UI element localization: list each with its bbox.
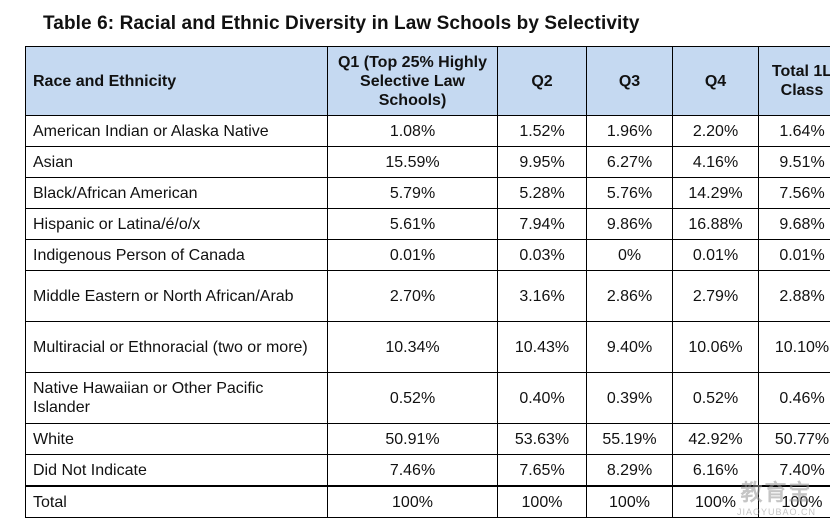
total-value: 100%	[327, 485, 498, 518]
row-value: 2.20%	[672, 115, 759, 147]
row-value: 7.46%	[327, 454, 498, 487]
header-q4: Q4	[672, 46, 759, 116]
row-label: Multiracial or Ethnoracial (two or more)	[25, 321, 328, 373]
table-row: American Indian or Alaska Native 1.08% 1.5…	[25, 115, 830, 147]
row-value: 0.39%	[586, 372, 673, 424]
row-value: 10.10%	[758, 321, 830, 373]
row-label: American Indian or Alaska Native	[25, 115, 328, 147]
row-value: 1.64%	[758, 115, 830, 147]
row-value: 1.96%	[586, 115, 673, 147]
row-value: 1.52%	[497, 115, 587, 147]
row-value: 9.68%	[758, 208, 830, 240]
row-value: 2.86%	[586, 270, 673, 322]
row-value: 2.70%	[327, 270, 498, 322]
table-row: Native Hawaiian or Other Pacific Islande…	[25, 372, 830, 424]
row-value: 7.56%	[758, 177, 830, 209]
row-value: 0.03%	[497, 239, 587, 271]
row-value: 5.61%	[327, 208, 498, 240]
table-row: Did Not Indicate 7.46% 7.65% 8.29% 6.16% 7.40…	[25, 454, 830, 487]
table-row: Asian 15.59% 9.95% 6.27% 4.16% 9.51%	[25, 146, 830, 178]
row-label: Hispanic or Latina/é/o/x	[25, 208, 328, 240]
row-value: 0.46%	[758, 372, 830, 424]
row-value: 50.91%	[327, 423, 498, 455]
header-q1: Q1 (Top 25% Highly Selective Law Schools…	[327, 46, 498, 116]
row-value: 2.88%	[758, 270, 830, 322]
row-label: Native Hawaiian or Other Pacific Islande…	[25, 372, 328, 424]
row-label: Black/African American	[25, 177, 328, 209]
row-value: 7.94%	[497, 208, 587, 240]
row-value: 9.86%	[586, 208, 673, 240]
row-value: 1.08%	[327, 115, 498, 147]
total-row: Total 100% 100% 100% 100% 100%	[25, 485, 830, 518]
row-value: 9.95%	[497, 146, 587, 178]
row-value: 6.16%	[672, 454, 759, 487]
row-label: Middle Eastern or North African/Arab	[25, 270, 328, 322]
header-row: Race and Ethnicity Q1 (Top 25% Highly Se…	[25, 46, 830, 116]
total-value: 100%	[672, 485, 759, 518]
row-value: 0.01%	[758, 239, 830, 271]
row-value: 0.52%	[672, 372, 759, 424]
row-value: 8.29%	[586, 454, 673, 487]
table-row: Indigenous Person of Canada 0.01% 0.03% 0% 0…	[25, 239, 830, 271]
row-value: 0.40%	[497, 372, 587, 424]
table-row: Hispanic or Latina/é/o/x 5.61% 7.94% 9.86% 1…	[25, 208, 830, 240]
row-value: 7.40%	[758, 454, 830, 487]
row-value: 5.76%	[586, 177, 673, 209]
table-row: White 50.91% 53.63% 55.19% 42.92% 50.77%	[25, 423, 830, 455]
total-label: Total	[25, 485, 328, 518]
total-value: 100%	[497, 485, 587, 518]
diversity-table: Race and Ethnicity Q1 (Top 25% Highly Se…	[25, 46, 830, 518]
row-value: 0%	[586, 239, 673, 271]
row-value: 55.19%	[586, 423, 673, 455]
row-label: Indigenous Person of Canada	[25, 239, 328, 271]
header-q2: Q2	[497, 46, 587, 116]
header-q3: Q3	[586, 46, 673, 116]
row-value: 3.16%	[497, 270, 587, 322]
row-value: 15.59%	[327, 146, 498, 178]
row-label: White	[25, 423, 328, 455]
header-total-1l: Total 1L Class	[758, 46, 830, 116]
row-value: 10.43%	[497, 321, 587, 373]
row-value: 0.01%	[672, 239, 759, 271]
row-value: 16.88%	[672, 208, 759, 240]
row-value: 10.34%	[327, 321, 498, 373]
row-value: 50.77%	[758, 423, 830, 455]
table-row: Middle Eastern or North African/Arab 2.70…	[25, 270, 830, 322]
row-value: 10.06%	[672, 321, 759, 373]
total-value: 100%	[758, 485, 830, 518]
row-value: 2.79%	[672, 270, 759, 322]
row-value: 9.40%	[586, 321, 673, 373]
row-label: Did Not Indicate	[25, 454, 328, 487]
total-value: 100%	[586, 485, 673, 518]
row-value: 14.29%	[672, 177, 759, 209]
row-value: 5.28%	[497, 177, 587, 209]
row-value: 0.52%	[327, 372, 498, 424]
row-value: 42.92%	[672, 423, 759, 455]
header-race-ethnicity: Race and Ethnicity	[25, 46, 328, 116]
row-value: 4.16%	[672, 146, 759, 178]
row-label: Asian	[25, 146, 328, 178]
row-value: 0.01%	[327, 239, 498, 271]
table-row: Multiracial or Ethnoracial (two or more)…	[25, 321, 830, 373]
row-value: 7.65%	[497, 454, 587, 487]
row-value: 6.27%	[586, 146, 673, 178]
table-title: Table 6: Racial and Ethnic Diversity in …	[43, 13, 640, 34]
row-value: 9.51%	[758, 146, 830, 178]
row-value: 5.79%	[327, 177, 498, 209]
table-row: Black/African American 5.79% 5.28% 5.76% 14.…	[25, 177, 830, 209]
row-value: 53.63%	[497, 423, 587, 455]
